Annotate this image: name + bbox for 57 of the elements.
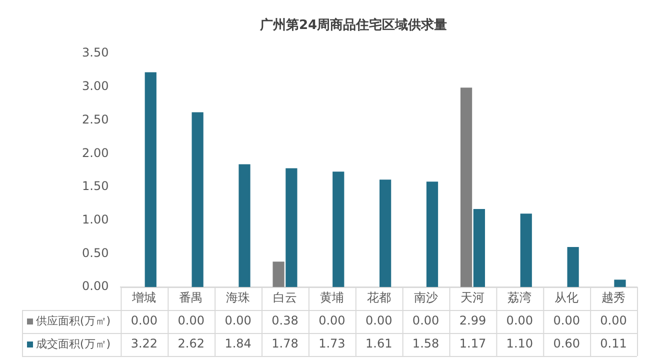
bar [286,168,298,287]
y-tick-label: 2.00 [82,146,109,160]
data-label: 0.00 [224,314,252,328]
x-tick-label: 从化 [554,290,579,305]
data-label: 1.58 [412,336,440,351]
x-tick-label: 海珠 [226,290,250,305]
data-label: 1.10 [506,336,534,351]
data-label: 1.61 [366,336,392,351]
x-tick-label: 荔湾 [508,290,532,305]
data-label: 1.84 [224,336,252,351]
data-label: 0.00 [366,314,392,328]
x-tick-label: 南沙 [414,290,438,305]
chart-title: 广州第24周商品住宅区域供求量 [258,17,448,34]
data-label: 0.00 [130,314,158,328]
data-label: 2.62 [178,336,204,351]
data-label: 0.11 [600,336,627,351]
x-tick-label: 花都 [366,290,391,305]
bar [473,208,485,287]
bar [567,246,579,287]
bar [238,164,250,287]
y-tick-label: 3.50 [82,46,109,60]
bar [614,280,626,287]
x-tick-label: 增城 [131,290,156,305]
data-label: 0.00 [412,314,440,328]
x-tick-label: 番禺 [179,290,204,305]
data-label: 0.60 [553,336,580,351]
data-label: 0.00 [506,314,534,328]
data-label: 1.73 [318,336,346,351]
data-label: 1.78 [272,336,298,351]
x-tick-label: 黄埔 [320,290,344,305]
y-tick-label: 1.00 [82,212,109,226]
y-tick-label: 3.00 [82,79,109,94]
x-tick-label: 越秀 [602,290,626,305]
data-label: 0.00 [600,314,627,328]
bar [332,172,344,287]
legend-label: 成交面积(万㎡) [36,337,111,350]
data-label: 3.22 [130,336,158,351]
bar [520,214,532,287]
legend-label: 供应面积(万㎡) [36,314,111,328]
data-label: 0.38 [272,314,298,328]
y-tick-label: 0.00 [82,279,109,294]
bar [380,180,392,287]
x-tick-label: 白云 [272,290,297,305]
y-tick-label: 2.50 [82,112,109,126]
bar [144,72,156,287]
bar [426,182,438,287]
data-label: 2.99 [459,314,486,328]
y-tick-label: 1.50 [82,179,109,194]
bar [192,112,204,287]
data-label: 0.00 [318,314,346,328]
data-label: 0.00 [553,314,580,328]
bar [272,262,284,287]
data-label: 0.00 [178,314,204,328]
y-tick-label: 0.50 [82,246,109,260]
bar [460,88,472,287]
data-label: 1.17 [459,336,486,351]
x-tick-label: 天河 [460,290,485,305]
